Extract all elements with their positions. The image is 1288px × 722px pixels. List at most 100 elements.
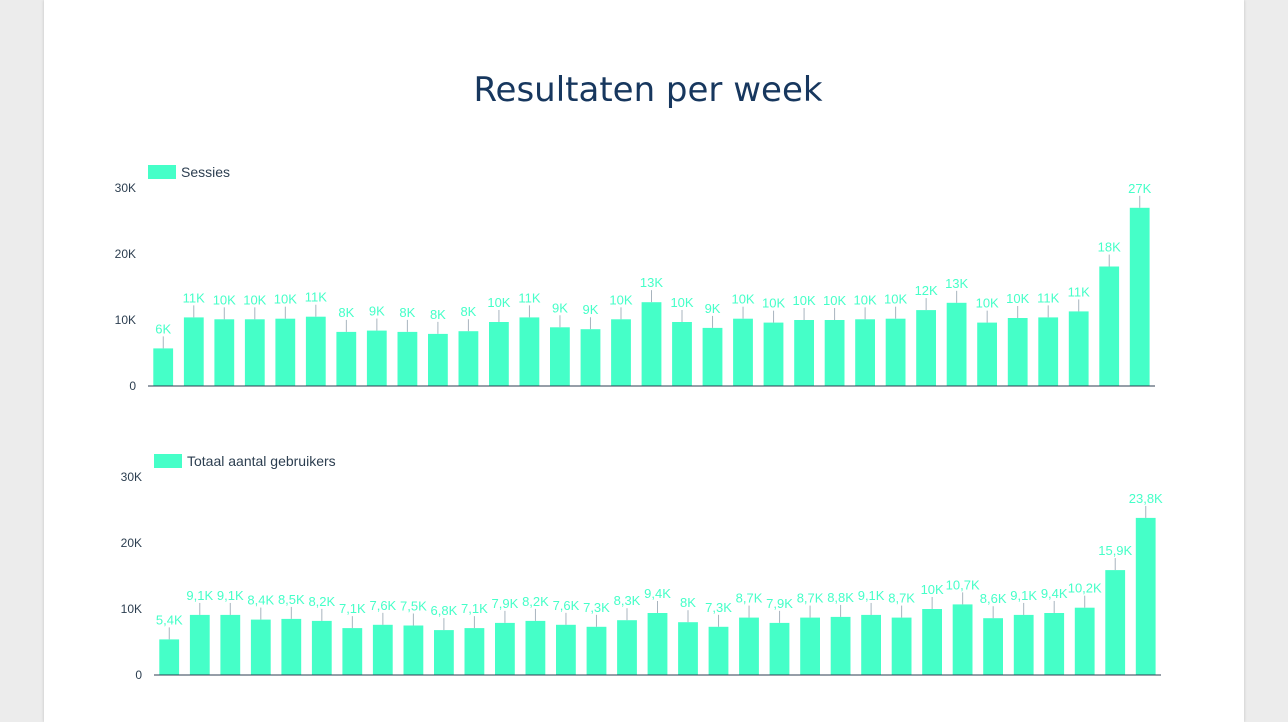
bar <box>824 320 845 386</box>
data-label: 10K <box>731 292 754 307</box>
data-label: 10K <box>793 293 816 308</box>
y-tick-label: 0 <box>135 668 142 682</box>
bar <box>250 619 271 675</box>
legend-swatch <box>148 165 176 179</box>
data-label: 9K <box>705 301 721 316</box>
bar <box>1099 266 1120 386</box>
data-label: 8,7K <box>797 591 824 606</box>
data-label: 10,2K <box>1068 581 1102 596</box>
bar <box>1105 570 1126 675</box>
bar <box>641 302 662 386</box>
bar <box>763 322 784 386</box>
bar <box>739 617 759 675</box>
bar <box>1074 607 1095 675</box>
y-tick-label: 30K <box>121 470 142 484</box>
data-label: 27K <box>1128 181 1151 196</box>
data-label: 8,2K <box>522 594 549 609</box>
bar <box>403 625 424 675</box>
bar <box>428 333 448 386</box>
data-label: 15,9K <box>1098 543 1132 558</box>
bar <box>336 331 357 386</box>
bar <box>519 317 540 386</box>
data-label: 11K <box>183 290 205 305</box>
data-label: 11K <box>1068 284 1090 299</box>
legend-label: Totaal aantal gebruikers <box>187 453 336 469</box>
bar <box>952 604 973 675</box>
bar <box>861 614 881 675</box>
data-label: 8,4K <box>247 593 274 608</box>
data-label: 10K <box>213 292 236 307</box>
y-tick-label: 0 <box>129 379 136 393</box>
data-label: 9K <box>552 300 568 315</box>
report-title: Resultaten per week <box>473 70 823 110</box>
data-label: 10K <box>884 292 907 307</box>
bar <box>556 624 576 675</box>
bar <box>1044 613 1065 675</box>
chart-sessies: Sessies 0 10K 20K 30K 6K 11K 10K 10K 10K 11K 8K 9K 8K… <box>115 164 1155 393</box>
report-page: Resultaten per week Sessies 0 10K 20K 30K 6K 1… <box>44 0 1244 722</box>
data-label: 7,6K <box>553 598 580 613</box>
data-label: 10K <box>487 295 510 310</box>
bar <box>458 331 479 386</box>
data-label: 8,8K <box>827 590 854 605</box>
chart-totaal-aantal-gebruikers: Totaal aantal gebruikers 0 10K 20K 30K 5,4K 9,… <box>121 453 1163 682</box>
data-label: 10K <box>274 292 297 307</box>
data-label: 8K <box>338 305 354 320</box>
data-label: 9,1K <box>217 588 244 603</box>
data-label: 12K <box>915 283 938 298</box>
data-label: 7,3K <box>583 600 610 615</box>
data-label: 8,7K <box>888 591 915 606</box>
bar <box>800 617 820 675</box>
y-tick-label: 20K <box>115 247 136 261</box>
bar <box>702 327 723 386</box>
data-label: 23,8K <box>1129 491 1163 506</box>
bar <box>220 614 241 675</box>
bar <box>891 617 912 675</box>
bar <box>550 327 570 386</box>
data-label: 10K <box>609 292 632 307</box>
bar <box>922 609 942 675</box>
data-label: 9,1K <box>1010 588 1037 603</box>
data-label: 10K <box>854 292 877 307</box>
bar <box>946 302 967 386</box>
data-label: 13K <box>640 275 663 290</box>
data-label: 5,4K <box>156 612 183 627</box>
y-tick-label: 20K <box>121 536 142 550</box>
bar <box>275 318 296 386</box>
bar <box>678 622 698 675</box>
bar <box>244 319 265 386</box>
data-label: 11K <box>305 290 327 305</box>
bar <box>885 318 906 386</box>
bar <box>372 624 393 675</box>
bar <box>183 317 204 386</box>
bar <box>580 329 601 386</box>
data-label: 10K <box>243 292 266 307</box>
data-label: 9,1K <box>858 588 885 603</box>
data-label: 18K <box>1098 240 1121 255</box>
bar <box>983 618 1003 675</box>
bar <box>1129 207 1150 386</box>
data-label: 8,7K <box>736 591 763 606</box>
data-label: 13K <box>945 276 968 291</box>
y-tick-label: 10K <box>121 602 142 616</box>
data-label: 7,5K <box>400 599 427 614</box>
data-label: 7,9K <box>492 596 519 611</box>
data-label: 10K <box>823 293 846 308</box>
bar <box>189 614 210 675</box>
bar <box>525 620 546 675</box>
data-label: 8,6K <box>980 591 1007 606</box>
data-label: 11K <box>518 290 540 305</box>
bar <box>153 348 174 386</box>
bar <box>1007 318 1028 386</box>
data-label: 8,5K <box>278 592 305 607</box>
bar <box>647 613 668 675</box>
data-label: 10K <box>670 295 693 310</box>
bar <box>1135 517 1156 675</box>
data-label: 11K <box>1037 290 1059 305</box>
data-label: 6,8K <box>431 603 458 618</box>
bar <box>489 322 509 386</box>
bar <box>733 318 753 386</box>
data-label: 9K <box>369 304 385 319</box>
data-label: 8,3K <box>614 593 641 608</box>
bar <box>434 630 454 675</box>
